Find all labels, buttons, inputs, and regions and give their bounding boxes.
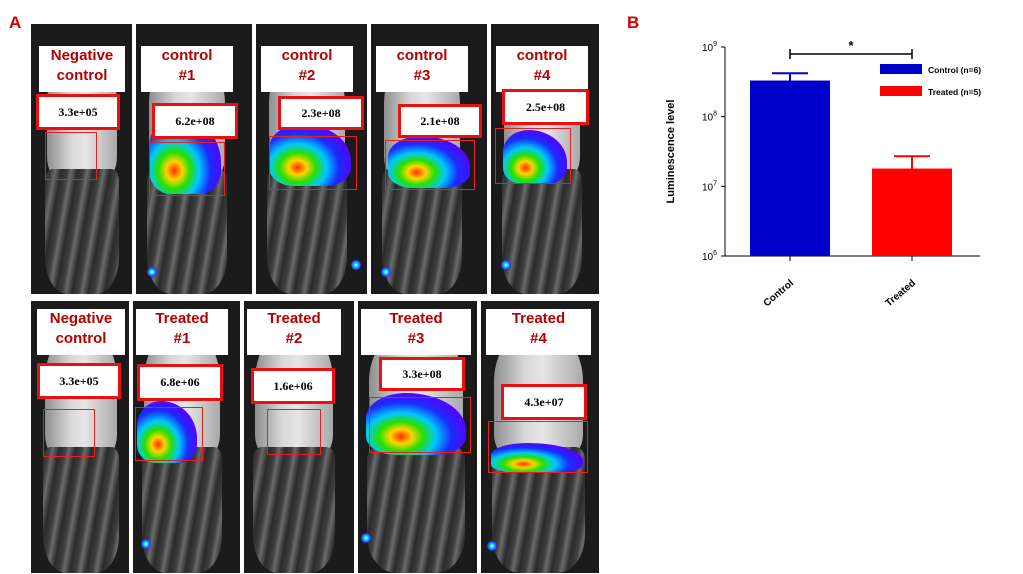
mouse-label: Treated #1 (136, 309, 228, 355)
luminescence-spot (487, 541, 497, 551)
mouse-label-line1: control (516, 47, 568, 64)
mouse-label: control #4 (496, 46, 588, 92)
divider (132, 24, 136, 294)
luminescence-value: 2.3e+08 (278, 96, 364, 130)
divider (129, 301, 133, 573)
mouse-label-line1: control (396, 47, 448, 64)
roi-box (45, 132, 97, 180)
mouse-label-line1: Treated (389, 310, 443, 327)
mouse-label: Negative control (39, 46, 125, 92)
panel-a-letter: A (9, 13, 22, 32)
mouse-label: Treated #3 (361, 309, 471, 355)
luminescence-spot (351, 260, 361, 270)
divider (252, 24, 256, 294)
roi-box (149, 142, 225, 196)
divider (367, 24, 371, 294)
mouse-label-line1: Negative (49, 310, 113, 327)
luminescence-value: 2.1e+08 (398, 104, 482, 138)
mouse-label: Negative control (37, 309, 125, 355)
divider (487, 24, 491, 294)
luminescence-value: 3.3e+05 (37, 363, 121, 399)
mouse-label-line2: control (55, 330, 107, 347)
treated-imaging-panel: Negative control Treated #1 Treated #2 Trea… (31, 301, 599, 573)
mouse-label-line1: Negative (50, 47, 114, 64)
roi-box (269, 136, 357, 190)
roi-box (385, 140, 475, 190)
mouse-label-line2: #2 (285, 330, 303, 347)
mouse-label: Treated #2 (247, 309, 341, 355)
legend-label: Control (n=6) (928, 65, 981, 75)
x-tick-label: Control (762, 278, 796, 309)
luminescence-value: 4.3e+07 (501, 384, 587, 420)
luminescence-bar-chart: 106 107 108 109 Luminescence level Control Tre… (665, 38, 981, 309)
luminescence-signal (503, 130, 567, 184)
y-tick-label: 106 (702, 250, 717, 263)
luminescence-spot (141, 539, 151, 549)
y-tick-label: 108 (702, 111, 717, 124)
bar-treated (872, 168, 952, 256)
mouse-label-line2: #1 (173, 330, 191, 347)
panel-b-letter: B (627, 13, 640, 32)
luminescence-value: 3.3e+05 (36, 94, 120, 130)
y-axis-label: Luminescence level (665, 100, 677, 204)
mouse-label-line1: Treated (155, 310, 209, 327)
roi-box (135, 407, 203, 461)
mouse-label: control #3 (376, 46, 468, 92)
x-tick-label: Treated (884, 278, 918, 309)
luminescence-value: 1.6e+06 (251, 368, 335, 404)
roi-box (267, 409, 321, 455)
mouse-label-line2: #4 (533, 67, 551, 84)
mouse-label-line2: #2 (298, 67, 316, 84)
control-imaging-panel: Negative control control #1 control #2 cont… (31, 24, 599, 294)
mouse-label-line2: #3 (407, 330, 425, 347)
y-tick-label: 107 (702, 180, 717, 193)
mouse-label-line2: #1 (178, 67, 196, 84)
luminescence-value: 2.5e+08 (502, 89, 589, 125)
legend-swatch (880, 64, 922, 74)
luminescence-value: 3.3e+08 (379, 357, 465, 391)
mouse-label-line1: control (161, 47, 213, 64)
luminescence-spot (147, 267, 157, 277)
mouse-label: Treated #4 (486, 309, 591, 355)
mouse-label: control #1 (141, 46, 233, 92)
luminescence-spot (501, 260, 511, 270)
mouse-label-line1: Treated (511, 310, 566, 327)
legend-swatch (880, 86, 922, 96)
roi-box (369, 397, 471, 453)
mouse-label-line2: #4 (530, 330, 547, 347)
luminescence-signal (388, 136, 470, 188)
mouse-label-line1: Treated (267, 310, 321, 327)
roi-box (488, 421, 588, 473)
roi-box (43, 409, 95, 457)
luminescence-spot (361, 533, 371, 543)
mouse-label-line1: control (281, 47, 333, 64)
bar-control (750, 80, 830, 256)
luminescence-spot (381, 267, 391, 277)
divider (477, 301, 481, 573)
legend-label: Treated (n=5) (928, 87, 981, 97)
luminescence-value: 6.2e+08 (152, 103, 238, 139)
divider (354, 301, 358, 573)
roi-box (495, 128, 571, 184)
luminescence-signal (491, 443, 583, 473)
divider (240, 301, 244, 573)
significance-marker: * (848, 38, 854, 53)
mouse-label-line2: control (56, 67, 108, 84)
luminescence-value: 6.8e+06 (137, 364, 223, 401)
y-tick-label: 109 (702, 41, 717, 54)
mouse-label-line2: #3 (413, 67, 431, 84)
mouse-label: control #2 (261, 46, 353, 92)
